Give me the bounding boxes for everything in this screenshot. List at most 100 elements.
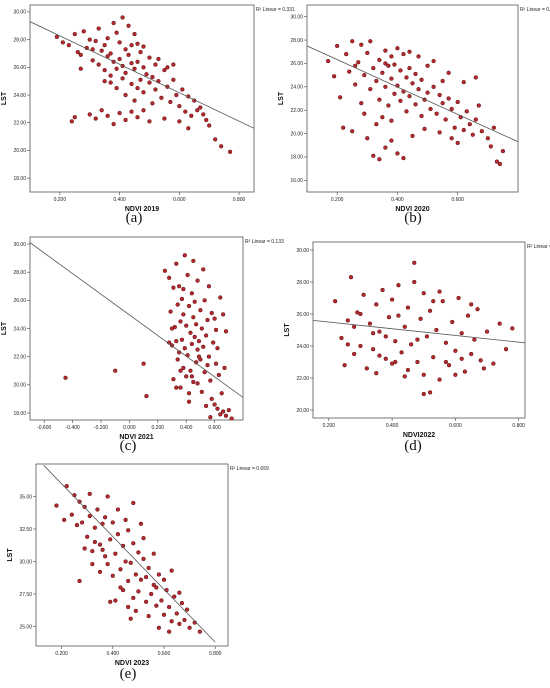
chart-d: 0.200 0.400 0.600 0.800 20.00 22.00 24.00 26.00… <box>284 241 550 439</box>
data-point <box>227 149 233 154</box>
data-point <box>123 70 128 76</box>
data-point <box>117 40 122 45</box>
data-point <box>386 103 391 108</box>
data-point <box>75 49 80 55</box>
x-tick-label: 0.600 <box>208 425 221 431</box>
y-axis-title: LST <box>1 91 8 105</box>
data-point <box>383 61 388 66</box>
data-point <box>183 109 188 114</box>
data-point <box>469 351 474 357</box>
caption-b: (b) <box>404 210 422 226</box>
x-tick-label: 0.600 <box>449 423 462 429</box>
data-point <box>147 80 152 85</box>
x-tick-label: -0.200 <box>94 425 108 431</box>
data-point <box>389 54 394 59</box>
data-point <box>150 74 155 80</box>
data-point <box>69 512 74 517</box>
data-point <box>223 329 229 334</box>
data-point <box>222 365 227 371</box>
data-point <box>383 84 388 89</box>
data-point <box>377 353 382 358</box>
data-point <box>147 55 152 60</box>
data-point <box>393 359 398 365</box>
data-point <box>455 140 460 146</box>
y-tick-label: 28.00 <box>13 37 26 43</box>
data-point <box>408 342 414 347</box>
data-point <box>82 546 87 551</box>
data-point <box>110 573 115 578</box>
data-point <box>405 305 411 310</box>
x-axis-title: NDVI2022 <box>403 432 435 439</box>
y-tick-label: 22.00 <box>13 121 26 127</box>
data-point <box>371 65 376 71</box>
data-point <box>147 119 152 124</box>
data-point <box>380 115 385 120</box>
data-point <box>347 69 352 74</box>
data-point <box>380 287 385 293</box>
data-point <box>179 600 185 606</box>
fit-line <box>30 242 243 398</box>
data-point <box>427 308 433 313</box>
y-tick-label: 35.00 <box>19 494 32 500</box>
data-point <box>81 29 86 34</box>
data-point <box>176 284 182 289</box>
panel-d: 0.200 0.400 0.600 0.800 20.00 22.00 24.00 26.00… <box>275 232 550 460</box>
data-point <box>141 108 146 113</box>
data-point <box>459 356 464 361</box>
data-point <box>207 123 212 128</box>
data-point <box>362 111 367 116</box>
x-axis-title: NDVI 2021 <box>119 434 153 441</box>
data-point <box>151 551 156 556</box>
data-point <box>141 44 146 49</box>
data-point <box>195 381 200 386</box>
data-point <box>364 366 369 371</box>
data-point <box>461 79 466 85</box>
data-point <box>425 63 430 68</box>
data-point <box>212 316 217 321</box>
caption-e: (e) <box>119 666 137 682</box>
data-point <box>182 253 187 258</box>
data-point <box>181 286 186 292</box>
data-point <box>198 308 203 313</box>
data-point <box>144 72 149 77</box>
data-point <box>204 117 209 123</box>
data-point <box>374 302 379 307</box>
data-point <box>161 577 167 582</box>
y-tick-label: 30.00 <box>296 248 309 254</box>
data-point <box>334 43 340 49</box>
data-point <box>95 507 100 512</box>
data-point <box>126 578 131 584</box>
data-point <box>97 569 103 575</box>
y-tick-label: 26.00 <box>13 65 26 71</box>
data-point <box>476 103 481 108</box>
y-tick-label: 28.00 <box>290 38 303 44</box>
data-point <box>491 125 497 130</box>
data-point <box>133 608 138 614</box>
data-point <box>97 542 103 547</box>
data-point <box>215 406 220 411</box>
data-point <box>135 59 140 64</box>
data-point <box>171 285 176 290</box>
data-point <box>185 272 190 278</box>
data-point <box>412 279 417 285</box>
data-point <box>421 291 426 296</box>
data-point <box>465 313 471 318</box>
data-point <box>143 599 149 604</box>
data-point <box>377 157 382 162</box>
data-point <box>123 517 128 523</box>
panel-b: 0.200 0.400 0.600 16.00 18.00 20.00 22.00 24.00… <box>275 0 550 230</box>
fit-line <box>30 21 254 129</box>
data-point <box>339 335 344 341</box>
data-point <box>113 368 118 373</box>
data-point <box>371 153 376 158</box>
data-point <box>131 595 136 601</box>
data-point <box>407 49 412 54</box>
data-point <box>77 578 82 584</box>
data-point <box>331 74 337 79</box>
data-point <box>177 590 182 595</box>
data-point <box>419 77 424 82</box>
data-point <box>401 155 406 161</box>
data-point <box>72 115 77 120</box>
x-tick-label: 0.400 <box>391 197 404 203</box>
data-point <box>469 302 474 307</box>
